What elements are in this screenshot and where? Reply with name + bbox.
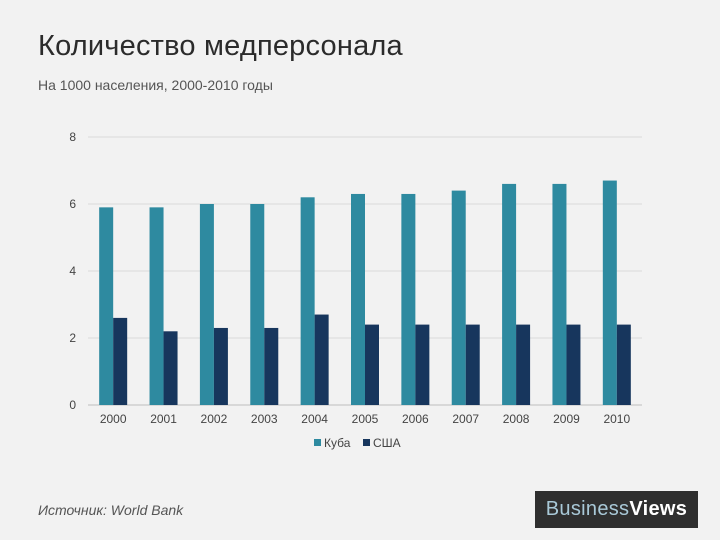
bar-usa-2001: [163, 331, 178, 405]
x-tick-label: 2005: [352, 412, 379, 426]
y-tick-label: 6: [69, 197, 76, 211]
bar-cuba-2010: [602, 180, 617, 405]
legend-item-cuba-label: Куба: [324, 436, 351, 450]
y-axis-ticks: 0 2 4 6 8: [69, 130, 76, 412]
y-tick-label: 2: [69, 331, 76, 345]
legend-item-usa-swatch: [363, 439, 370, 446]
bar-usa-2004: [314, 314, 329, 405]
bar-cuba-2008: [502, 183, 517, 405]
x-tick-label: 2003: [251, 412, 278, 426]
bar-cuba-2000: [99, 207, 114, 405]
y-tick-label: 4: [69, 264, 76, 278]
x-tick-label: 2010: [603, 412, 630, 426]
source-note: Источник: World Bank: [38, 502, 184, 518]
legend-item-usa-label: США: [373, 436, 401, 450]
y-tick-label: 0: [69, 398, 76, 412]
business-views-logo: Business Views: [535, 491, 698, 528]
chart-title: Количество медперсонала: [38, 30, 403, 62]
x-tick-label: 2009: [553, 412, 580, 426]
x-tick-label: 2008: [503, 412, 530, 426]
bar-cuba-2007: [451, 190, 466, 405]
chart-subtitle: На 1000 населения, 2000-2010 годы: [38, 77, 273, 93]
logo-part-business: Business: [545, 498, 630, 520]
y-tick-label: 8: [69, 130, 76, 144]
x-tick-label: 2007: [452, 412, 479, 426]
logo-part-views: Views: [629, 498, 688, 520]
bar-usa-2003: [264, 327, 279, 405]
bar-usa-2009: [566, 324, 581, 405]
bar-cuba-2005: [351, 193, 365, 405]
bar-cuba-2003: [250, 204, 265, 405]
x-axis-ticks: 2000 2001 2002 2003 2004 2005 2006 2007 2008 2009…: [100, 412, 631, 426]
bar-usa-2008: [516, 324, 531, 405]
bars: [99, 180, 631, 405]
x-tick-label: 2001: [150, 412, 177, 426]
legend: Куба США: [314, 436, 401, 450]
x-tick-label: 2006: [402, 412, 429, 426]
bar-cuba-2001: [149, 207, 164, 405]
x-tick-label: 2000: [100, 412, 127, 426]
bar-usa-2002: [213, 327, 228, 405]
bar-cuba-2006: [401, 193, 416, 405]
bar-usa-2007: [465, 324, 480, 405]
bar-usa-2000: [113, 317, 128, 405]
bar-usa-2010: [616, 324, 631, 405]
bar-cuba-2004: [300, 197, 315, 405]
bar-usa-2006: [415, 324, 430, 405]
bar-usa-2005: [365, 324, 379, 405]
x-tick-label: 2004: [301, 412, 328, 426]
legend-item-cuba-swatch: [314, 439, 321, 446]
bar-cuba-2002: [199, 204, 214, 405]
x-tick-label: 2002: [201, 412, 228, 426]
bar-cuba-2009: [552, 183, 567, 405]
